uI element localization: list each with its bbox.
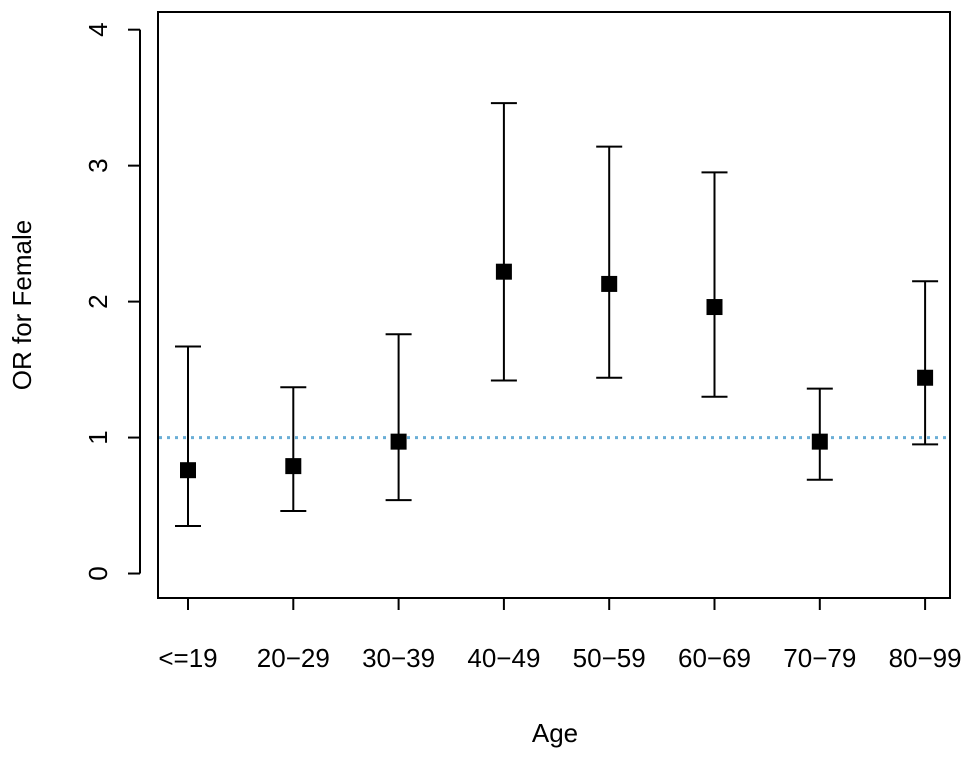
x-tick-label: 60−69: [678, 643, 751, 673]
x-tick-label: 80−99: [889, 643, 962, 673]
point: [390, 433, 407, 450]
point: [495, 263, 512, 280]
point: [706, 299, 723, 316]
y-tick-label: 1: [83, 430, 113, 444]
x-tick-label: 70−79: [783, 643, 856, 673]
point: [917, 369, 934, 386]
point: [811, 433, 828, 450]
x-tick-label: 50−59: [573, 643, 646, 673]
y-axis-title: OR for Female: [7, 220, 37, 391]
x-tick-label: 40−49: [467, 643, 540, 673]
x-tick-label: 20−29: [257, 643, 330, 673]
x-axis-title: Age: [532, 718, 578, 748]
plot-frame: [157, 11, 951, 599]
point: [180, 462, 196, 479]
x-tick-label: 30−39: [362, 643, 435, 673]
y-tick-label: 3: [83, 158, 113, 172]
y-tick-label: 0: [83, 566, 113, 580]
point: [285, 458, 302, 475]
y-tick-label: 2: [83, 294, 113, 308]
y-tick-label: 4: [83, 22, 113, 36]
point: [601, 275, 618, 292]
x-tick-label: <=19: [158, 643, 217, 673]
